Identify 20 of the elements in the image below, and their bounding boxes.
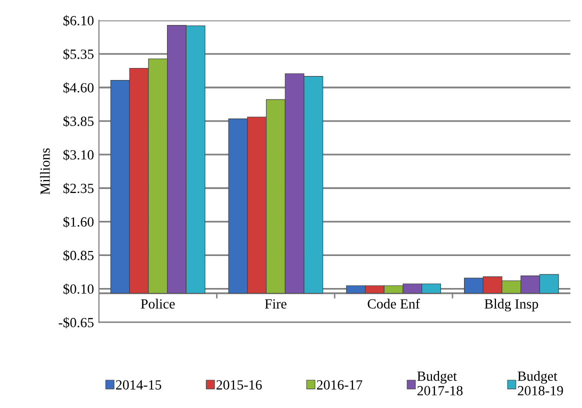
y-tick-label: $4.60 xyxy=(63,82,94,94)
y-axis-title: Millions xyxy=(40,148,50,194)
y-tick-label: $5.35 xyxy=(63,48,94,60)
legend-label: Budget 2017-18 xyxy=(417,371,463,396)
y-tick-label: $3.10 xyxy=(63,149,94,160)
x-tick-label: Police xyxy=(140,298,175,309)
y-tick-label: $0.85 xyxy=(63,250,94,262)
x-tick-label: Code Enf xyxy=(368,298,420,309)
y-tick-label: $1.60 xyxy=(63,216,94,228)
legend-label: 2015-16 xyxy=(216,380,262,390)
y-tick-label: $2.35 xyxy=(63,182,94,194)
legend-label: 2016-17 xyxy=(316,380,362,390)
x-tick-label: Bldg Insp xyxy=(484,298,538,312)
y-tick-label: $3.85 xyxy=(63,116,94,127)
legend-label: 2014-15 xyxy=(116,380,162,390)
x-tick-label: Fire xyxy=(264,299,286,309)
y-tick-label: $0.10 xyxy=(63,284,94,295)
legend-label: Budget 2018-19 xyxy=(518,371,564,396)
y-tick-label: -$0.65 xyxy=(58,317,94,328)
y-tick-label: $6.10 xyxy=(63,15,94,26)
